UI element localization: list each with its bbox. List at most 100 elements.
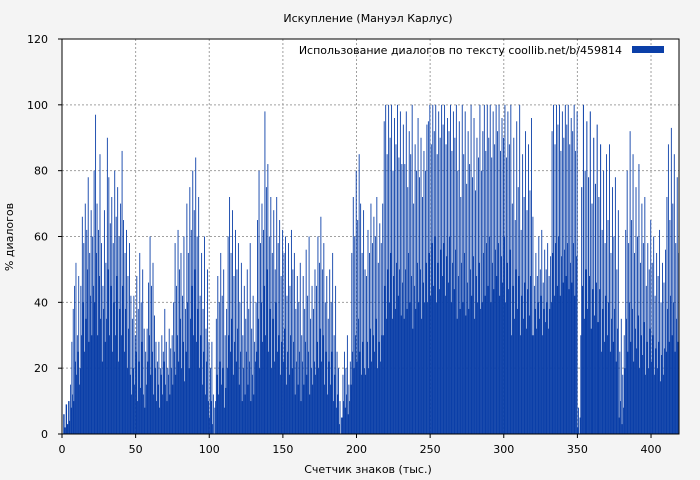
data-bar xyxy=(523,197,525,434)
data-bar xyxy=(509,249,511,434)
data-bar xyxy=(77,351,79,434)
data-bar xyxy=(239,302,241,434)
data-bar xyxy=(538,236,540,434)
data-bar xyxy=(168,374,169,434)
data-bar xyxy=(245,318,247,434)
data-bar xyxy=(238,384,240,435)
data-bar xyxy=(277,243,279,434)
data-bar xyxy=(525,328,527,434)
data-bar xyxy=(480,308,482,434)
data-bar xyxy=(447,118,448,434)
data-bar xyxy=(673,302,674,434)
data-bar xyxy=(115,335,116,434)
data-bar xyxy=(405,269,406,434)
data-bar xyxy=(349,361,351,434)
data-bar xyxy=(142,269,144,434)
data-bar xyxy=(561,256,563,434)
y-tick-label: 60 xyxy=(34,231,48,244)
data-bar xyxy=(112,243,114,434)
data-bar xyxy=(92,285,94,435)
data-bar xyxy=(290,229,292,434)
data-bar xyxy=(313,308,314,434)
data-bar xyxy=(623,335,625,434)
data-bar xyxy=(357,220,359,434)
data-bar xyxy=(572,243,574,434)
data-bar xyxy=(554,144,556,434)
data-bar xyxy=(349,401,351,434)
data-bar xyxy=(595,282,597,434)
data-bar xyxy=(71,341,73,434)
data-bar xyxy=(534,308,536,434)
data-bar xyxy=(611,318,613,434)
data-bar xyxy=(149,236,151,434)
data-bar xyxy=(425,262,427,434)
data-bar xyxy=(586,121,588,434)
data-bar xyxy=(106,318,108,434)
data-bar xyxy=(656,252,658,434)
data-bar xyxy=(675,243,677,434)
data-bar xyxy=(166,401,168,434)
data-bar xyxy=(265,187,267,435)
data-bar xyxy=(486,243,487,434)
data-bar xyxy=(74,285,76,435)
data-bar xyxy=(506,262,508,434)
data-bar xyxy=(278,335,280,434)
data-bar xyxy=(225,387,227,434)
data-bar xyxy=(165,384,166,435)
data-bar xyxy=(221,384,222,435)
data-bar xyxy=(323,243,325,434)
data-bar xyxy=(497,131,499,435)
data-bar xyxy=(643,322,645,434)
data-bar xyxy=(176,335,178,434)
data-bar xyxy=(430,144,432,434)
data-bar xyxy=(450,302,452,434)
data-bar xyxy=(646,341,648,434)
data-bar xyxy=(441,276,443,434)
data-bar xyxy=(189,187,191,435)
data-bar xyxy=(167,368,169,434)
data-bar xyxy=(98,229,99,434)
data-bar xyxy=(347,414,349,434)
data-bar xyxy=(539,318,540,434)
x-tick-label: 250 xyxy=(420,443,441,456)
data-bar xyxy=(317,236,319,434)
data-bar xyxy=(589,111,591,435)
data-bar xyxy=(460,197,462,434)
data-bar xyxy=(270,197,272,434)
data-bar xyxy=(346,335,348,434)
data-bar xyxy=(95,114,97,435)
data-bar xyxy=(209,368,211,434)
data-bar xyxy=(250,401,252,434)
data-bar xyxy=(676,318,677,434)
data-bar xyxy=(474,318,476,434)
data-bar xyxy=(78,384,80,435)
data-bar xyxy=(508,289,510,434)
data-bar xyxy=(527,289,529,434)
data-bar xyxy=(407,187,409,435)
data-bar xyxy=(201,252,203,434)
data-bar xyxy=(207,401,209,434)
data-bar xyxy=(257,318,259,434)
data-bar xyxy=(432,104,434,434)
data-bar xyxy=(355,170,357,435)
data-bar xyxy=(223,407,225,434)
data-bar xyxy=(76,335,78,434)
data-bar xyxy=(665,351,667,434)
data-bar xyxy=(111,197,113,434)
data-bar xyxy=(346,394,348,434)
data-bar xyxy=(159,407,161,434)
data-bar xyxy=(228,335,230,434)
data-bar xyxy=(649,328,651,434)
data-bar xyxy=(190,229,192,434)
data-bar xyxy=(234,341,236,434)
data-bar xyxy=(334,374,336,434)
data-bar xyxy=(310,318,312,434)
data-bar xyxy=(585,269,587,434)
data-bar xyxy=(605,295,607,434)
data-bar xyxy=(627,351,629,434)
data-bar xyxy=(120,203,122,434)
data-bar xyxy=(593,137,595,434)
data-bar xyxy=(89,252,91,434)
